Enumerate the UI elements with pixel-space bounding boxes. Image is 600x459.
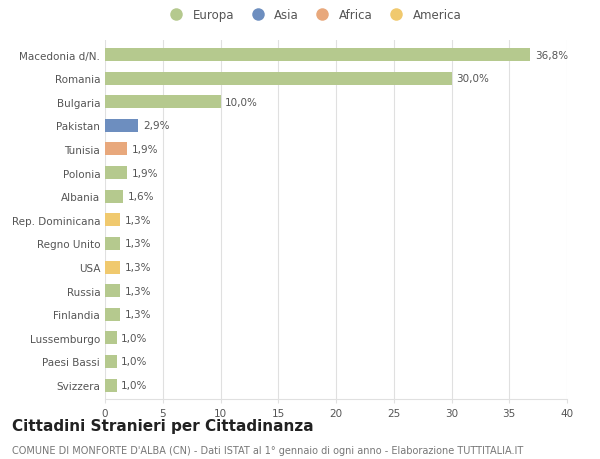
Bar — [105, 285, 120, 297]
Bar — [105, 355, 116, 368]
Bar — [105, 190, 124, 203]
Bar — [105, 308, 120, 321]
Bar — [105, 167, 127, 179]
Text: 36,8%: 36,8% — [535, 50, 568, 61]
Bar — [105, 379, 116, 392]
Text: 1,9%: 1,9% — [131, 168, 158, 178]
Text: 30,0%: 30,0% — [456, 74, 489, 84]
Bar — [105, 143, 127, 156]
Text: 2,9%: 2,9% — [143, 121, 170, 131]
Text: 1,0%: 1,0% — [121, 357, 148, 367]
Text: 1,0%: 1,0% — [121, 333, 148, 343]
Text: 1,3%: 1,3% — [125, 263, 151, 273]
Bar — [105, 214, 120, 227]
Text: 10,0%: 10,0% — [225, 98, 258, 107]
Text: COMUNE DI MONFORTE D'ALBA (CN) - Dati ISTAT al 1° gennaio di ogni anno - Elabora: COMUNE DI MONFORTE D'ALBA (CN) - Dati IS… — [12, 445, 523, 455]
Text: Cittadini Stranieri per Cittadinanza: Cittadini Stranieri per Cittadinanza — [12, 418, 314, 433]
Legend: Europa, Asia, Africa, America: Europa, Asia, Africa, America — [160, 4, 466, 27]
Text: 1,3%: 1,3% — [125, 286, 151, 296]
Text: 1,0%: 1,0% — [121, 380, 148, 390]
Text: 1,3%: 1,3% — [125, 239, 151, 249]
Text: 1,9%: 1,9% — [131, 145, 158, 155]
Bar — [105, 120, 139, 133]
Bar — [105, 73, 452, 85]
Text: 1,3%: 1,3% — [125, 215, 151, 225]
Bar — [105, 49, 530, 62]
Bar — [105, 96, 221, 109]
Bar — [105, 261, 120, 274]
Bar — [105, 331, 116, 345]
Text: 1,6%: 1,6% — [128, 192, 155, 202]
Text: 1,3%: 1,3% — [125, 309, 151, 319]
Bar — [105, 237, 120, 250]
